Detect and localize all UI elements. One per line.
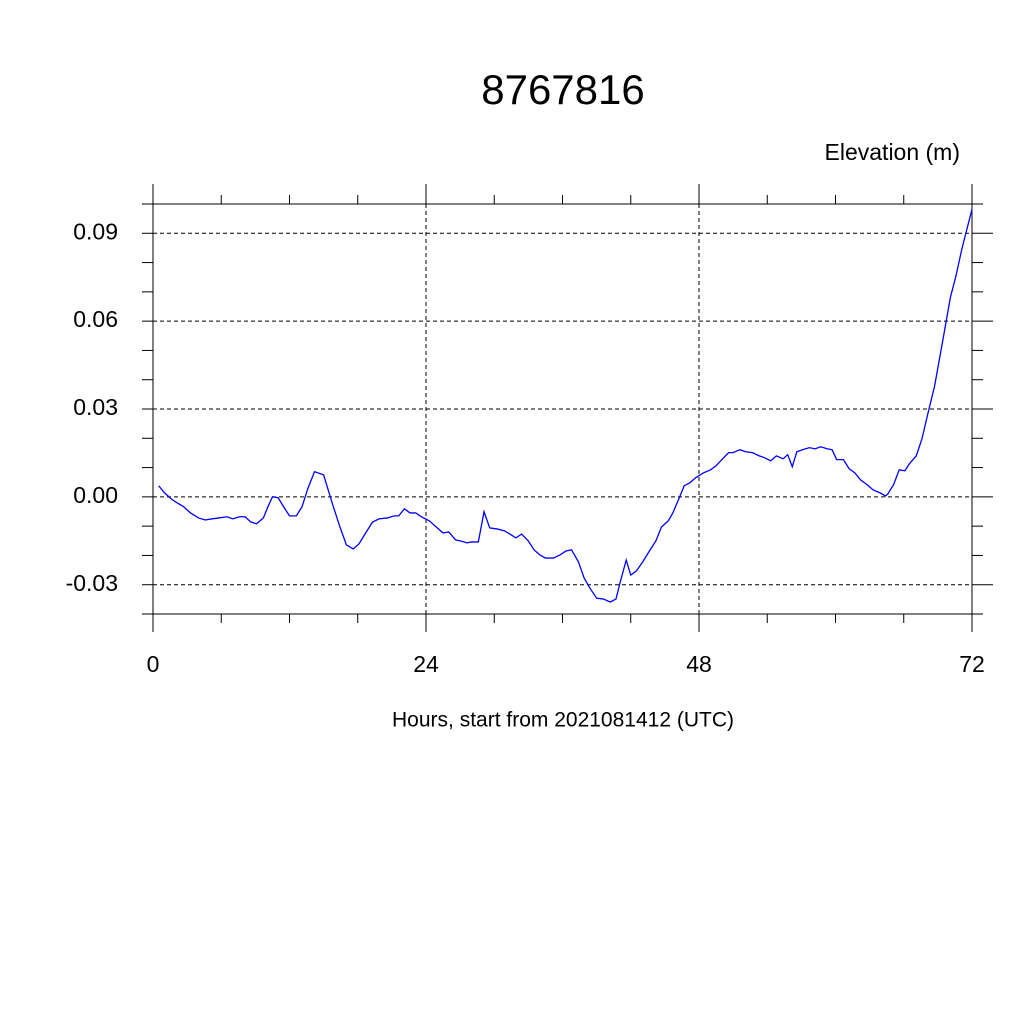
y-tick-label: 0.06 bbox=[73, 306, 118, 332]
y-tick-label: 0.03 bbox=[73, 394, 118, 420]
plot-frame bbox=[152, 203, 973, 615]
x-tick-label: 72 bbox=[959, 651, 985, 677]
chart-title: 8767816 bbox=[481, 66, 645, 113]
y-tick-label: 0.09 bbox=[73, 218, 118, 244]
y-tick-label: 0.00 bbox=[73, 482, 118, 508]
x-tick-label: 0 bbox=[147, 651, 160, 677]
y-tick-label: -0.03 bbox=[66, 570, 118, 596]
x-tick-label: 24 bbox=[413, 651, 439, 677]
x-axis-label: Hours, start from 2021081412 (UTC) bbox=[392, 709, 734, 732]
x-tick-label: 48 bbox=[686, 651, 712, 677]
y-axis-label: Elevation (m) bbox=[825, 139, 960, 165]
data-line bbox=[158, 209, 973, 603]
